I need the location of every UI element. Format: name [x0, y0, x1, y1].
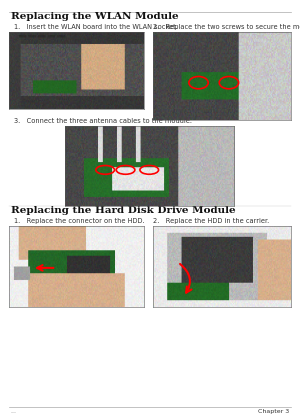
Text: 1.   Replace the connector on the HDD.: 1. Replace the connector on the HDD.	[14, 218, 144, 224]
Text: 2.   Replace the two screws to secure the module.: 2. Replace the two screws to secure the …	[153, 24, 300, 30]
Text: 2.   Replace the HDD in the carrier.: 2. Replace the HDD in the carrier.	[153, 218, 269, 224]
Text: 3.   Connect the three antenna cables to the module.: 3. Connect the three antenna cables to t…	[14, 118, 191, 124]
Text: 1.   Insert the WLAN board into the WLAN socket.: 1. Insert the WLAN board into the WLAN s…	[14, 24, 177, 30]
Text: Replacing the WLAN Module: Replacing the WLAN Module	[11, 12, 178, 21]
Text: ...: ...	[11, 409, 16, 414]
Text: Chapter 3: Chapter 3	[258, 409, 290, 414]
Text: Replacing the Hard Disk Drive Module: Replacing the Hard Disk Drive Module	[11, 206, 235, 215]
